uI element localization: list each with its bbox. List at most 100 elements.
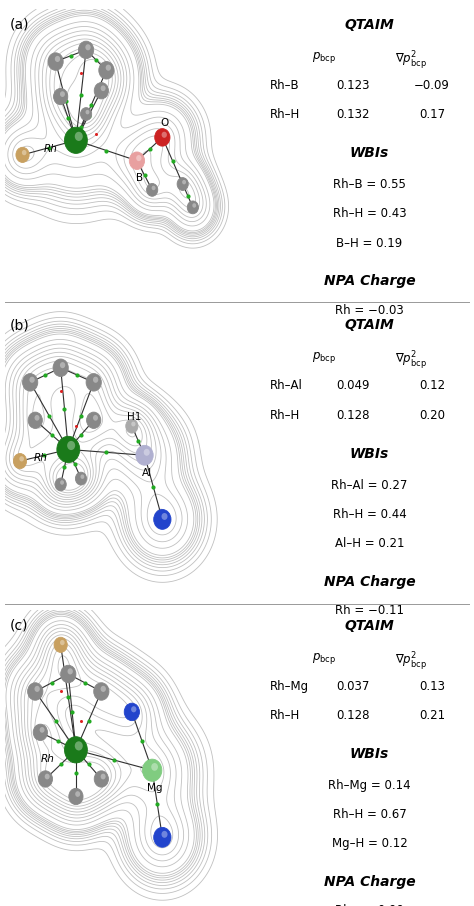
Text: 0.17: 0.17 <box>419 108 445 121</box>
Text: (c): (c) <box>10 619 28 632</box>
Circle shape <box>60 640 64 645</box>
Circle shape <box>35 415 39 420</box>
Text: 0.21: 0.21 <box>419 709 445 722</box>
Circle shape <box>100 85 106 92</box>
Text: B–H = 0.19: B–H = 0.19 <box>336 236 402 249</box>
Text: Rh–Al: Rh–Al <box>270 380 302 392</box>
Text: NPA Charge: NPA Charge <box>324 875 415 889</box>
Circle shape <box>48 53 63 71</box>
Text: (a): (a) <box>10 18 29 32</box>
Text: (b): (b) <box>10 318 29 333</box>
Circle shape <box>75 472 87 485</box>
Circle shape <box>33 724 47 740</box>
Circle shape <box>79 41 94 59</box>
Text: Rh–H: Rh–H <box>270 409 300 421</box>
Text: Rh–H = 0.67: Rh–H = 0.67 <box>333 808 406 821</box>
Circle shape <box>61 665 76 683</box>
Text: Rh–H = 0.43: Rh–H = 0.43 <box>333 207 406 220</box>
Circle shape <box>136 155 142 161</box>
Text: $\nabla p^2_{\rm bcp}$: $\nabla p^2_{\rm bcp}$ <box>395 651 427 673</box>
Circle shape <box>100 686 106 692</box>
Circle shape <box>81 108 91 120</box>
Circle shape <box>57 437 80 463</box>
Text: WBIs: WBIs <box>350 146 389 160</box>
Circle shape <box>154 509 171 529</box>
Text: Rh: Rh <box>33 453 47 463</box>
Text: B: B <box>136 173 143 183</box>
Circle shape <box>182 180 186 184</box>
Circle shape <box>85 110 90 114</box>
Circle shape <box>106 64 111 71</box>
Circle shape <box>19 456 24 461</box>
Text: Rh = −0.99: Rh = −0.99 <box>335 904 404 906</box>
Circle shape <box>100 774 106 779</box>
Text: $p_{\rm bcp}$: $p_{\rm bcp}$ <box>312 50 336 65</box>
Circle shape <box>124 703 139 720</box>
Text: 0.20: 0.20 <box>419 409 445 421</box>
Circle shape <box>162 131 167 138</box>
Text: QTAIM: QTAIM <box>345 18 394 32</box>
Circle shape <box>27 683 43 700</box>
Circle shape <box>67 669 73 674</box>
Text: Rh: Rh <box>41 754 55 764</box>
Circle shape <box>55 478 66 491</box>
Circle shape <box>162 831 167 838</box>
Circle shape <box>53 359 68 377</box>
Text: QTAIM: QTAIM <box>345 318 394 333</box>
Text: NPA Charge: NPA Charge <box>324 574 415 589</box>
Circle shape <box>60 362 65 368</box>
Circle shape <box>40 727 45 733</box>
Text: $p_{\rm bcp}$: $p_{\rm bcp}$ <box>312 651 336 666</box>
Circle shape <box>143 759 162 781</box>
Circle shape <box>192 203 196 207</box>
Circle shape <box>187 201 199 214</box>
Circle shape <box>29 377 35 383</box>
Circle shape <box>94 82 109 99</box>
Circle shape <box>177 178 188 190</box>
Circle shape <box>69 788 83 805</box>
Circle shape <box>94 683 109 700</box>
Circle shape <box>136 446 153 465</box>
Circle shape <box>35 686 40 692</box>
Circle shape <box>87 412 101 429</box>
Circle shape <box>45 774 50 779</box>
Text: 0.13: 0.13 <box>419 680 445 693</box>
Circle shape <box>54 89 68 105</box>
Circle shape <box>23 373 38 391</box>
Text: WBIs: WBIs <box>350 447 389 460</box>
Text: 0.132: 0.132 <box>336 108 370 121</box>
Text: $p_{\rm bcp}$: $p_{\rm bcp}$ <box>312 351 336 365</box>
Text: NPA Charge: NPA Charge <box>324 275 415 288</box>
Text: 0.12: 0.12 <box>419 380 445 392</box>
Circle shape <box>94 771 109 787</box>
Circle shape <box>75 741 83 750</box>
Circle shape <box>38 771 53 787</box>
Text: Rh–B = 0.55: Rh–B = 0.55 <box>333 178 406 191</box>
Circle shape <box>85 44 91 51</box>
Circle shape <box>54 637 67 652</box>
Circle shape <box>155 129 170 146</box>
Text: Rh = −0.03: Rh = −0.03 <box>335 304 404 316</box>
Text: O: O <box>161 118 169 128</box>
Text: H1: H1 <box>127 412 142 422</box>
Circle shape <box>152 186 155 190</box>
Text: 0.123: 0.123 <box>336 79 370 92</box>
Circle shape <box>60 480 64 485</box>
Text: 0.128: 0.128 <box>336 409 370 421</box>
Circle shape <box>28 412 42 429</box>
Circle shape <box>22 150 27 155</box>
Text: $\nabla p^2_{\rm bcp}$: $\nabla p^2_{\rm bcp}$ <box>395 50 427 72</box>
Text: Rh–Mg = 0.14: Rh–Mg = 0.14 <box>328 779 411 792</box>
Text: 0.037: 0.037 <box>336 680 369 693</box>
Text: Al–H = 0.21: Al–H = 0.21 <box>335 537 404 550</box>
Text: Rh–H: Rh–H <box>270 108 300 121</box>
Text: Rh–H: Rh–H <box>270 709 300 722</box>
Circle shape <box>93 415 98 420</box>
Circle shape <box>55 56 60 62</box>
Circle shape <box>126 419 138 433</box>
Circle shape <box>60 92 65 97</box>
Circle shape <box>144 448 150 456</box>
Circle shape <box>129 152 145 169</box>
Circle shape <box>99 62 114 79</box>
Text: Rh–Al = 0.27: Rh–Al = 0.27 <box>331 478 408 492</box>
